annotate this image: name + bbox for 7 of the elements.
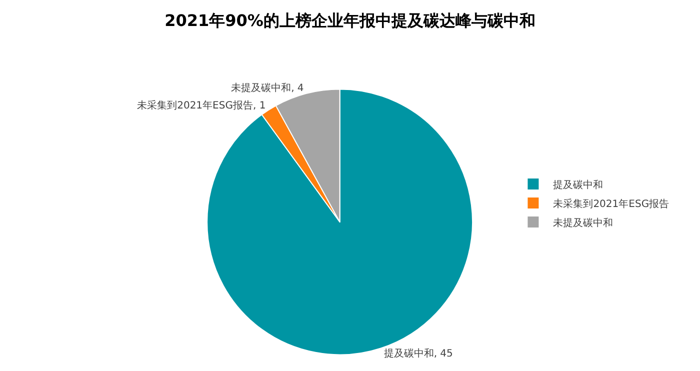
data-label: 未提及碳中和, 4 [231,82,304,94]
legend-label: 未提及碳中和 [553,216,614,229]
chart-title: 2021年90%的上榜企业年报中提及碳达峰与碳中和 [164,11,536,30]
legend-label: 提及碳中和 [553,178,604,191]
legend-label: 未采集到2021年ESG报告 [553,198,670,210]
data-label: 未采集到2021年ESG报告, 1 [137,100,266,112]
data-label: 提及碳中和, 45 [384,348,453,360]
